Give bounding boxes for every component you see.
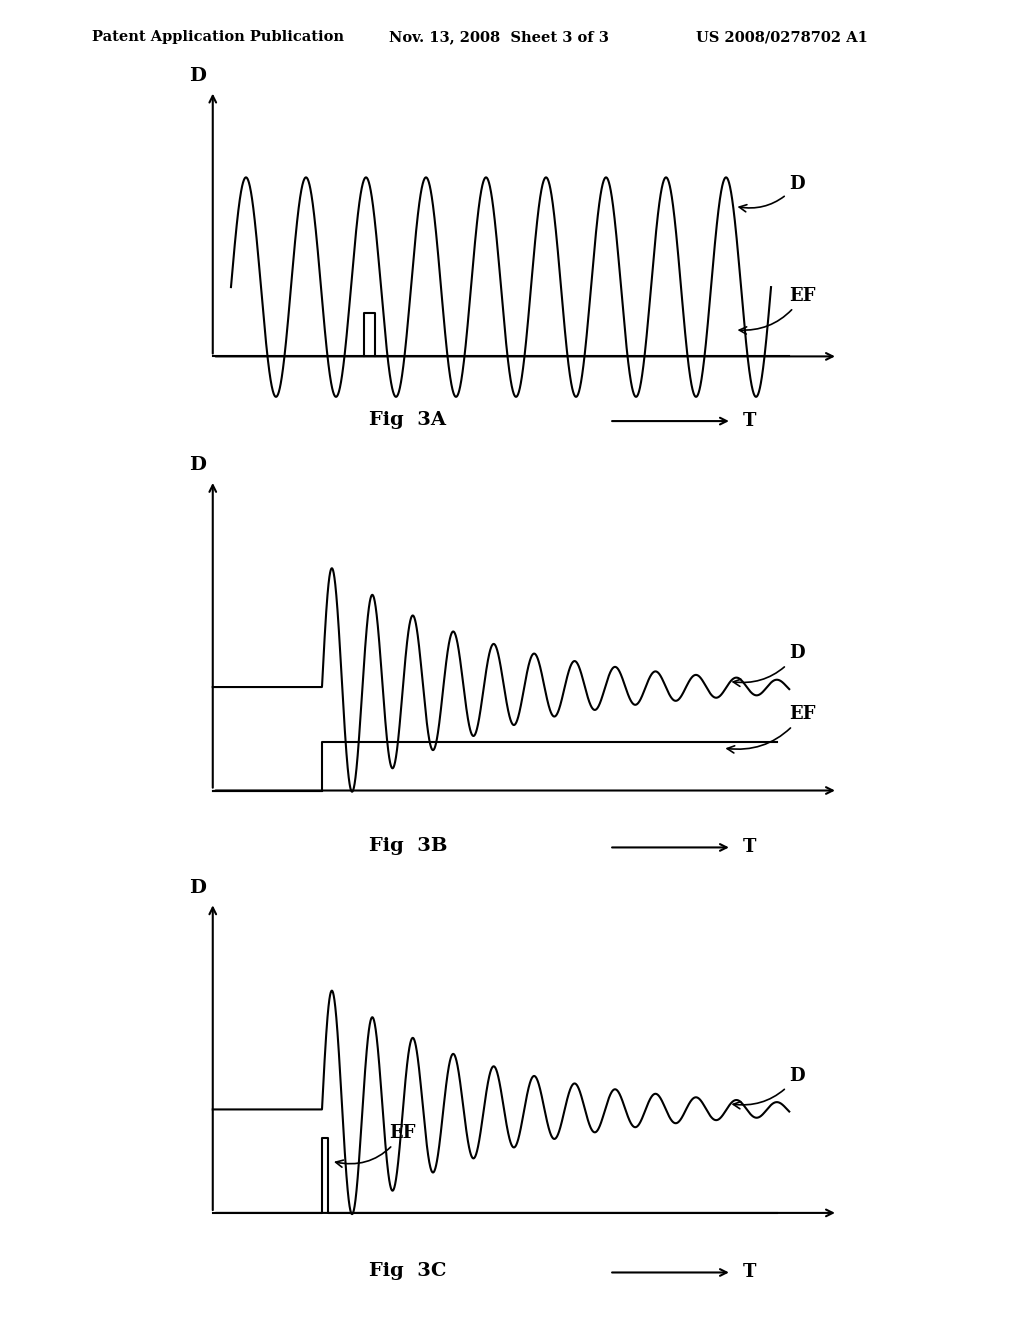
Text: Nov. 13, 2008  Sheet 3 of 3: Nov. 13, 2008 Sheet 3 of 3 — [389, 30, 609, 45]
Text: EF: EF — [739, 286, 816, 334]
Text: D: D — [739, 176, 805, 211]
Text: T: T — [742, 1263, 756, 1282]
Text: Fig  3B: Fig 3B — [369, 837, 447, 855]
Text: Fig  3A: Fig 3A — [369, 411, 445, 429]
Text: EF: EF — [336, 1125, 416, 1167]
Text: D: D — [733, 1067, 805, 1109]
Text: EF: EF — [727, 705, 816, 752]
Text: T: T — [742, 838, 756, 857]
Text: Patent Application Publication: Patent Application Publication — [92, 30, 344, 45]
Text: D: D — [733, 644, 805, 686]
Text: T: T — [742, 412, 756, 430]
Text: D: D — [189, 879, 206, 896]
Text: US 2008/0278702 A1: US 2008/0278702 A1 — [696, 30, 868, 45]
Text: Fig  3C: Fig 3C — [369, 1262, 446, 1280]
Text: D: D — [189, 457, 206, 474]
Text: D: D — [189, 67, 206, 84]
